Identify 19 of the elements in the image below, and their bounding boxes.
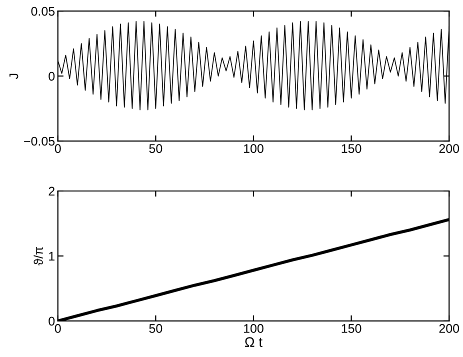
y-tick-label: −0.05: [24, 136, 55, 146]
y-tick-label: 0.05: [31, 6, 55, 16]
x-tick-label: 0: [54, 144, 61, 153]
x-tick-label: 100: [244, 144, 264, 153]
x-tick-label: 0: [54, 324, 61, 333]
x-axis-title: Ω t: [245, 337, 262, 347]
x-tick-label: 200: [439, 144, 460, 153]
x-tick-label: 100: [244, 324, 264, 333]
y-tick-label: 0: [48, 316, 55, 326]
x-tick-label: 150: [342, 144, 362, 153]
y-tick-label: 1: [49, 252, 54, 260]
y-tick-label: 0: [48, 72, 55, 81]
x-tick-label: 50: [149, 324, 162, 333]
y-axis-title: J: [10, 74, 18, 79]
x-tick-label: 50: [149, 144, 162, 153]
y-axis-title: ϑ/π: [34, 247, 43, 266]
x-tick-label: 150: [342, 324, 362, 333]
x-tick-label: 200: [439, 324, 460, 333]
y-tick-label: 2: [48, 186, 54, 196]
